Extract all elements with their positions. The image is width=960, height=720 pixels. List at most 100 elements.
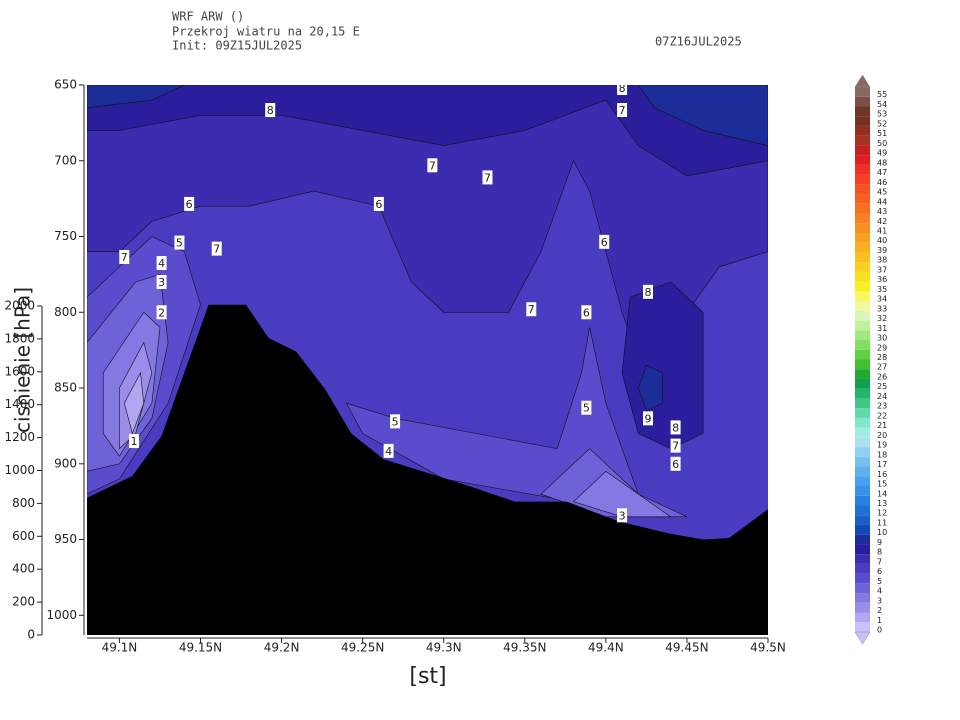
colorbar-box bbox=[855, 301, 870, 311]
contour-label-box bbox=[211, 241, 222, 256]
contour-label-box bbox=[174, 235, 185, 250]
contour-label: 4 bbox=[158, 257, 165, 270]
contour-label-box bbox=[670, 438, 681, 453]
colorbar-label: 41 bbox=[877, 226, 887, 235]
colorbar-box bbox=[855, 184, 870, 195]
colorbar-box bbox=[855, 447, 870, 457]
colorbar-label: 30 bbox=[877, 334, 887, 343]
contour-region bbox=[621, 281, 704, 449]
colorbar-label: 17 bbox=[877, 460, 887, 469]
contour-label: 5 bbox=[392, 415, 399, 428]
colorbar-label: 10 bbox=[877, 528, 887, 537]
colorbar-label: 48 bbox=[877, 158, 887, 167]
colorbar-label: 32 bbox=[877, 314, 887, 323]
colorbar-label: 36 bbox=[877, 275, 887, 284]
colorbar-label: 15 bbox=[877, 480, 887, 489]
contour-label: 6 bbox=[583, 306, 590, 319]
contour-label-box bbox=[643, 411, 654, 426]
axes: 49.1N 49.15N 49.2N 49.25N 49.3N 49.35N 49.4N 49… bbox=[4, 74, 887, 655]
y-tick-label: 650 bbox=[54, 78, 77, 92]
colorbar-box bbox=[855, 310, 870, 321]
colorbar-box bbox=[855, 135, 870, 146]
colorbar-box bbox=[855, 340, 870, 350]
colorbar-label: 54 bbox=[877, 100, 887, 109]
x-tick-label: 49.1N bbox=[102, 641, 138, 655]
colorbar-label: 42 bbox=[877, 217, 887, 226]
y2-tick-label: 1400 bbox=[4, 397, 35, 411]
contour-label-box bbox=[265, 103, 276, 117]
colorbar-box bbox=[855, 563, 870, 574]
colorbar-label: 3 bbox=[877, 596, 882, 605]
contour-label-box bbox=[427, 158, 438, 173]
colorbar-label: 20 bbox=[877, 431, 887, 440]
colorbar-label: 21 bbox=[877, 421, 887, 430]
colorbar-box bbox=[855, 612, 870, 623]
colorbar-box bbox=[855, 87, 870, 97]
colorbar-box bbox=[855, 96, 870, 107]
colorbar-label: 14 bbox=[877, 489, 887, 498]
colorbar-label: 38 bbox=[877, 256, 887, 265]
colorbar-box bbox=[855, 515, 870, 525]
colorbar-label: 29 bbox=[877, 343, 887, 352]
colorbar-label: 8 bbox=[877, 548, 882, 557]
contour-region bbox=[123, 371, 145, 435]
colorbar-label: 7 bbox=[877, 557, 882, 566]
x-tick-label: 49.4N bbox=[588, 641, 624, 655]
x-axis-label: [st] bbox=[409, 664, 446, 689]
colorbar-label: 5 bbox=[877, 577, 882, 586]
chart-subtitle: Przekroj wiatru na 20,15 E bbox=[172, 25, 360, 39]
colorbar-box bbox=[855, 486, 870, 496]
contour-label-box bbox=[526, 302, 537, 317]
contour-label-box bbox=[599, 234, 610, 249]
colorbar-label: 0 bbox=[877, 626, 882, 635]
colorbar-label: 27 bbox=[877, 363, 887, 372]
colorbar-label: 43 bbox=[877, 207, 887, 216]
x-tick-label: 49.5N bbox=[750, 641, 786, 655]
contour-region bbox=[345, 327, 639, 502]
contour-label: 2 bbox=[158, 306, 165, 319]
colorbar-box bbox=[855, 524, 870, 535]
colorbar-box bbox=[855, 622, 870, 632]
y-tick-label: 950 bbox=[54, 532, 77, 546]
contour-label: 7 bbox=[672, 440, 679, 453]
terrain bbox=[87, 304, 768, 635]
colorbar-box bbox=[855, 544, 870, 555]
colorbar-box bbox=[855, 194, 870, 204]
y2-tick-label: 1600 bbox=[4, 364, 35, 378]
colorbar-box bbox=[855, 281, 870, 292]
colorbar-box bbox=[855, 155, 870, 165]
colorbar-label: 19 bbox=[877, 441, 887, 450]
colorbar-box bbox=[855, 320, 870, 331]
contour-label-box bbox=[119, 249, 130, 264]
contour-label: 5 bbox=[583, 402, 590, 415]
y2-tick-label: 200 bbox=[12, 595, 35, 609]
colorbar-label: 4 bbox=[877, 587, 882, 596]
contour-label-box bbox=[482, 170, 493, 185]
colorbar-label: 47 bbox=[877, 168, 887, 177]
colorbar-box bbox=[855, 417, 870, 428]
contour-label-box bbox=[670, 420, 681, 435]
colorbar-box bbox=[855, 437, 870, 448]
contour-label: 9 bbox=[645, 412, 652, 425]
colorbar-label: 33 bbox=[877, 304, 887, 313]
x-tick-label: 49.15N bbox=[179, 641, 222, 655]
colorbar-box bbox=[855, 174, 870, 185]
colorbar-box bbox=[855, 378, 870, 389]
contour-label: 7 bbox=[429, 159, 436, 172]
colorbar-label: 50 bbox=[877, 139, 887, 148]
colorbar-label: 46 bbox=[877, 178, 887, 187]
colorbar-box bbox=[855, 466, 870, 477]
colorbar-label: 18 bbox=[877, 450, 887, 459]
colorbar-box bbox=[855, 271, 870, 282]
colorbar-label: 49 bbox=[877, 149, 887, 158]
colorbar-box bbox=[855, 349, 870, 360]
colorbar-box bbox=[855, 534, 870, 545]
contour-label: 6 bbox=[672, 458, 679, 471]
colorbar-box bbox=[855, 388, 870, 399]
colorbar-label: 1 bbox=[877, 616, 882, 625]
colorbar-label: 11 bbox=[877, 518, 887, 527]
contour-label-box bbox=[581, 400, 592, 415]
colorbar-box bbox=[855, 164, 870, 175]
colorbar-box bbox=[855, 554, 870, 564]
